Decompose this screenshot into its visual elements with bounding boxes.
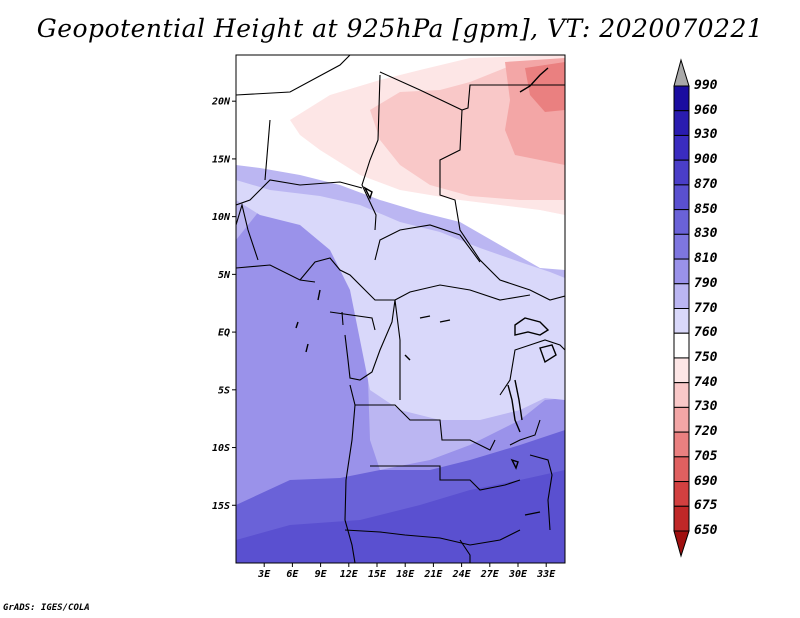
- lat-tick-label: 10N: [212, 212, 231, 223]
- lat-tick-label: 5N: [218, 270, 231, 281]
- colorbar-label: 750: [694, 349, 718, 365]
- colorbar-label: 740: [694, 374, 718, 390]
- lon-tick-label: 27E: [480, 569, 500, 580]
- lat-tick-label: 5S: [218, 385, 230, 396]
- lon-tick-label: 3E: [257, 569, 271, 580]
- colorbar-label: 990: [694, 78, 718, 93]
- colorbar-max-arrow: [673, 58, 690, 87]
- colorbar-label: 730: [694, 399, 718, 415]
- coastlines-lakes: [295, 67, 557, 516]
- lon-tick-label: 24E: [452, 569, 472, 580]
- country-borders: [236, 55, 565, 563]
- colorbar-swatch: [673, 382, 690, 408]
- lat-tick-label: 10S: [212, 443, 230, 454]
- geopotential-shading: [236, 55, 565, 563]
- colorbar-label: 705: [694, 448, 718, 464]
- colorbar-label: 830: [694, 226, 718, 242]
- colorbar-swatch: [673, 258, 690, 285]
- map-title: Geopotential Height at 925hPa [gpm], VT:…: [36, 14, 764, 43]
- colorbar-min-arrow: [673, 530, 690, 558]
- colorbar-swatch: [673, 110, 690, 136]
- colorbar-swatch: [673, 134, 690, 161]
- plot-frame: [235, 54, 566, 564]
- colorbar-swatch: [673, 332, 690, 359]
- lon-axis: 3E 6E 9E 12E 15E 18E 21E 24E 27E 30E 33E: [257, 563, 556, 580]
- colorbar-label: 675: [694, 498, 718, 514]
- colorbar-swatch: [673, 209, 690, 235]
- lon-tick-label: 9E: [315, 569, 328, 580]
- colorbar-label: 650: [694, 523, 718, 538]
- colorbar-swatch: [673, 357, 690, 384]
- lon-tick-label: 30E: [508, 569, 528, 580]
- colorbar-label: 760: [694, 325, 718, 341]
- lat-tick-label: 15N: [212, 154, 231, 165]
- colorbar-swatch: [673, 85, 690, 112]
- colorbar-swatch: [673, 308, 690, 334]
- colorbar-swatch: [673, 184, 690, 211]
- colorbar-label: 690: [694, 473, 718, 489]
- colorbar-label: 870: [694, 176, 718, 192]
- colorbar-label: 850: [694, 201, 718, 217]
- colorbar-label: 960: [694, 102, 718, 118]
- colorbar-label: 810: [694, 251, 718, 267]
- lat-tick-label: 20N: [211, 97, 231, 108]
- colorbar-swatch: [673, 456, 690, 483]
- colorbar-swatch: [673, 233, 690, 260]
- colorbar-label: 720: [694, 424, 718, 440]
- band-720: [525, 62, 565, 112]
- lon-tick-label: 15E: [368, 569, 387, 580]
- lon-tick-label: 12E: [340, 569, 359, 580]
- colorbar-swatch: [673, 505, 690, 532]
- colorbar-swatch: [673, 159, 690, 186]
- lon-tick-label: 33E: [536, 569, 556, 580]
- colorbar-swatch: [673, 406, 690, 433]
- colorbar-label: 770: [694, 300, 718, 316]
- colorbar-label: 900: [694, 152, 718, 168]
- lon-tick-label: 6E: [286, 569, 299, 580]
- lat-tick-label: EQ: [218, 328, 230, 339]
- colorbar-label: 790: [694, 275, 718, 291]
- colorbar-swatch: [673, 481, 690, 507]
- band-790: [236, 180, 565, 420]
- lat-tick-label: 15S: [212, 501, 230, 512]
- lat-axis: 20N 15N 10N 5N EQ 5S 10S 15S: [211, 97, 236, 512]
- lon-tick-label: 18E: [396, 569, 415, 580]
- colorbar-swatch: [673, 283, 690, 309]
- colorbar: [673, 58, 690, 558]
- grads-credit: GrADS: IGES/COLA: [3, 603, 90, 613]
- colorbar-label: 930: [694, 127, 718, 143]
- colorbar-swatch: [673, 431, 690, 458]
- lon-tick-label: 21E: [423, 569, 443, 580]
